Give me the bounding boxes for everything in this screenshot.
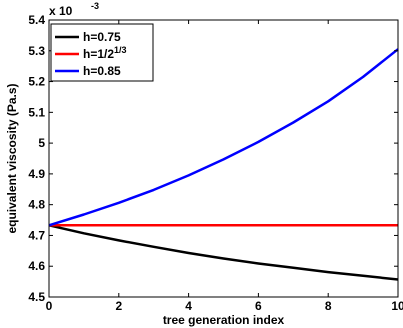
legend: h=0.75h=1/21/3 h=0.85 [50, 23, 154, 82]
y-tick-label: 4.8 [28, 198, 45, 212]
y-multiplier-exponent: -3 [91, 1, 99, 11]
series-line-3 [48, 48, 399, 227]
y-tick-label: 4.6 [28, 259, 45, 273]
y-tick-label: 4.5 [28, 290, 45, 304]
y-axis-title: equivalent viscosity (Pa.s) [5, 83, 19, 233]
y-axis-multiplier: x 10 -3 [49, 1, 99, 18]
y-tick-label: 4.9 [28, 167, 45, 181]
y-multiplier-base: x 10 [49, 4, 73, 18]
x-axis-title: tree generation index [163, 313, 285, 327]
y-tick-label: 5.3 [28, 44, 45, 58]
x-tick-label: 6 [255, 299, 262, 313]
x-tick-label: 4 [185, 299, 192, 313]
legend-label: h=0.75 [83, 30, 121, 44]
series-line-1 [48, 224, 399, 281]
legend-entry-2: h=1/21/3 [55, 45, 127, 61]
x-tick-label: 0 [46, 299, 53, 313]
x-tick-label: 2 [115, 299, 122, 313]
y-tick-label: 5.2 [28, 75, 45, 89]
y-tick-label: 5 [38, 136, 45, 150]
legend-label: h=0.85 [83, 64, 121, 78]
x-tick-label: 10 [391, 299, 403, 313]
x-tick-label: 8 [325, 299, 332, 313]
y-tick-label: 5.1 [28, 105, 45, 119]
axis-ticks [48, 19, 399, 298]
plot-area-frame [48, 19, 399, 298]
legend-entry-1: h=0.75 [55, 30, 121, 44]
legend-entry-3: h=0.85 [55, 64, 121, 78]
y-tick-label: 4.7 [28, 228, 45, 242]
y-tick-label: 5.4 [28, 13, 45, 27]
series-lines [48, 48, 399, 281]
axis-tick-labels: 0 2 4 6 8 10 4.5 4.6 4.7 4.8 4.9 5 5.1 5.2 5.3 5.4 [28, 13, 403, 313]
legend-label: h=1/21/3 [83, 45, 127, 61]
